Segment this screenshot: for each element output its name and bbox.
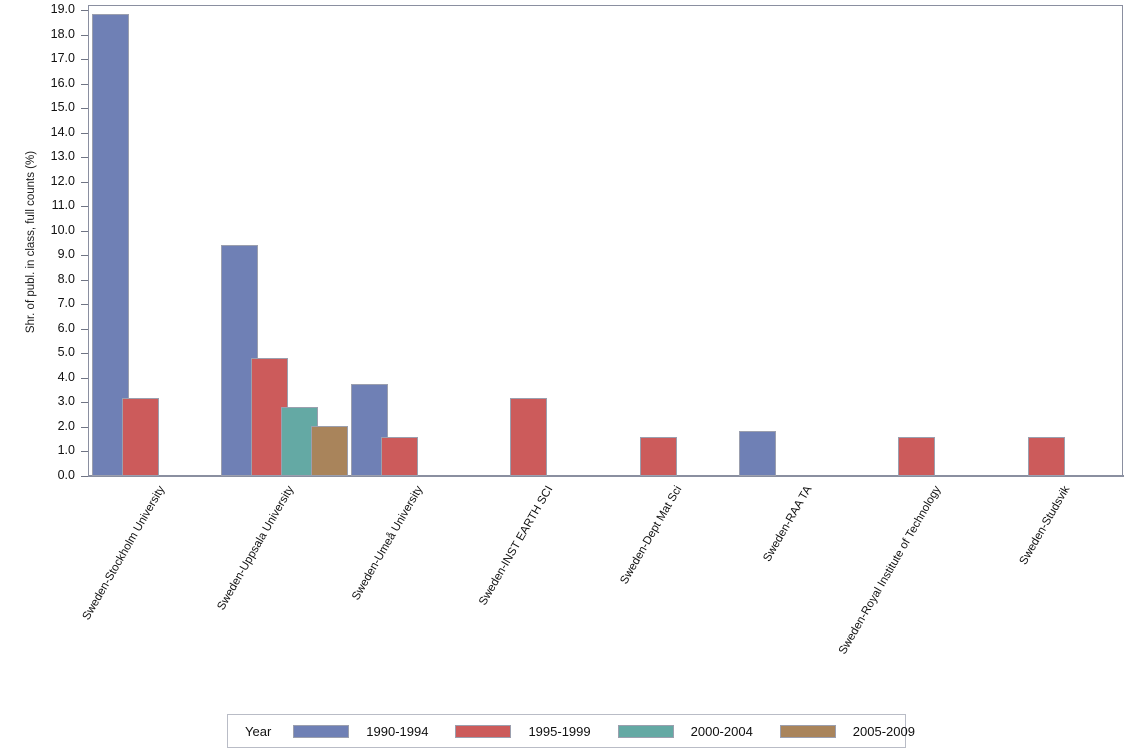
y-axis-tick-mark [81, 83, 88, 85]
x-axis-labels: Sweden-Stockholm University Sweden-Uppsal… [0, 476, 1134, 696]
y-axis-tick-label: 13.0 [50, 149, 75, 164]
y-axis-tick-mark [81, 108, 88, 110]
bar [738, 430, 776, 476]
legend-entry[interactable]: 2000-2004 [617, 723, 753, 739]
y-axis-tick-label: 6.0 [57, 320, 75, 335]
y-axis-tick-label: 5.0 [57, 345, 75, 360]
y-axis-tick-label: 10.0 [50, 222, 75, 237]
y-axis-tick-mark [81, 230, 88, 232]
x-axis-line [88, 475, 1124, 477]
y-axis-tick-label: 1.0 [57, 443, 75, 458]
legend-entry[interactable]: 1990-1994 [293, 724, 428, 739]
y-axis-tick-label: 7.0 [57, 296, 75, 311]
y-axis-tick-label: 17.0 [50, 51, 75, 66]
y-axis-tick-mark [81, 304, 88, 306]
y-axis-tick-mark [81, 328, 88, 330]
bar [1027, 436, 1065, 476]
y-axis-tick-label: 2.0 [57, 418, 75, 433]
legend-swatch [293, 724, 350, 738]
y-axis-tick-mark [81, 451, 88, 453]
y-axis-tick-mark [81, 377, 88, 379]
y-axis-tick-mark [81, 181, 88, 183]
x-axis-label: Sweden-Studsvik [1017, 484, 1073, 567]
legend: Year 1990-1994 1995-1999 2000-2004 2005-200… [227, 714, 915, 748]
bar [350, 384, 388, 476]
legend-entry[interactable]: 1995-1999 [455, 723, 591, 739]
y-axis-tick-mark [81, 426, 88, 428]
legend-label: 1995-1999 [528, 723, 591, 739]
bar [510, 397, 548, 476]
bar [311, 425, 349, 476]
legend-title: Year [245, 723, 272, 739]
x-axis-label: Sweden-Stockholm University [80, 484, 168, 623]
y-axis-tick-mark [81, 132, 88, 134]
y-axis-tick-label: 12.0 [50, 173, 75, 188]
legend-swatch [617, 724, 674, 738]
y-axis-tick-label: 19.0 [50, 2, 75, 16]
y-axis-tick-label: 14.0 [50, 124, 75, 139]
bar [639, 436, 677, 476]
legend-swatch [779, 724, 836, 738]
y-axis-tick-label: 0.0 [57, 468, 75, 482]
y-axis-tick-mark [81, 34, 88, 36]
x-axis-label: Sweden-Dept Mat Sci [618, 484, 685, 587]
bar [380, 436, 418, 476]
x-axis-label: Sweden-Royal Institute of Technology [836, 484, 944, 657]
y-axis-tick-mark [81, 10, 88, 11]
y-axis-tick-label: 8.0 [57, 271, 75, 286]
x-axis-label: Sweden-Uppsala University [215, 484, 297, 613]
y-axis-tick-mark [81, 255, 88, 257]
y-axis-tick-label: 18.0 [50, 26, 75, 41]
y-axis-tick-mark [81, 402, 88, 404]
legend-label: 2005-2009 [852, 723, 915, 739]
y-axis-tick-mark [81, 476, 88, 477]
y-axis-tick-label: 11.0 [51, 198, 75, 213]
legend-label: 1990-1994 [366, 723, 429, 739]
y-axis-tick-mark [81, 279, 88, 281]
legend-label: 2000-2004 [690, 723, 753, 739]
bar [122, 397, 159, 476]
y-axis-tick-mark [81, 353, 88, 355]
legend-entry[interactable]: 2005-2009 [779, 723, 915, 739]
y-axis-tick-label: 4.0 [57, 369, 75, 384]
y-axis-tick-mark [81, 206, 88, 208]
bar [898, 436, 936, 476]
y-axis-tick-label: 3.0 [57, 394, 75, 409]
x-axis-label: Sweden-Umeå University [350, 484, 426, 603]
legend-entries: 1990-1994 1995-1999 2000-2004 2005-2009 [293, 724, 942, 739]
y-axis-tick-label: 15.0 [50, 100, 75, 115]
x-axis-label: Sweden-INST EARTH SCI [476, 484, 556, 608]
y-axis-tick-label: 9.0 [57, 247, 75, 262]
y-axis-title: Shr. of publ. in class, full counts (%) [25, 150, 37, 334]
x-axis-label: Sweden-RAA TA [760, 484, 814, 564]
legend-swatch [455, 724, 512, 738]
y-axis-tick-mark [81, 59, 88, 61]
y-axis-tick-mark [81, 157, 88, 159]
y-axis-tick-label: 16.0 [50, 75, 75, 90]
